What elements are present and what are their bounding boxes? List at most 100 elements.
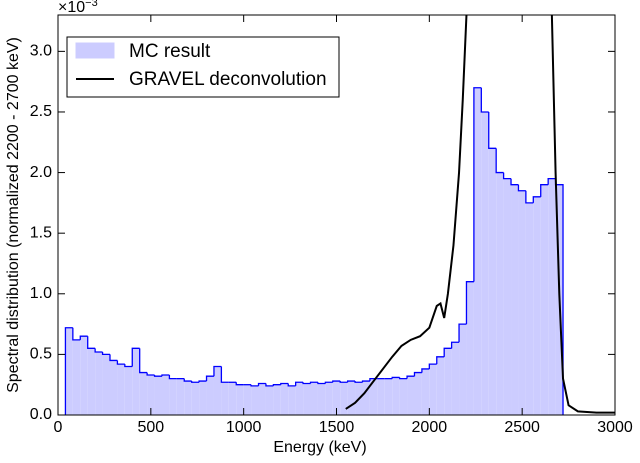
histogram-edge	[480, 87, 489, 113]
histogram-edge	[510, 178, 519, 186]
histogram-edge	[220, 366, 229, 383]
histogram-bar	[540, 184, 549, 415]
histogram-bar	[303, 383, 311, 415]
histogram-edge	[235, 382, 244, 386]
histogram-bar	[80, 336, 88, 415]
histogram-edge	[354, 381, 363, 383]
histogram-bar	[525, 202, 534, 415]
histogram-bar	[317, 383, 326, 415]
histogram-bar	[459, 324, 467, 415]
histogram-edge	[183, 378, 192, 382]
histogram-bar	[176, 378, 185, 415]
histogram-edge	[295, 381, 304, 386]
histogram-edge	[332, 380, 341, 383]
histogram-bar	[429, 364, 437, 415]
histogram-bar	[407, 376, 415, 415]
histogram-bar	[466, 281, 474, 415]
histogram-edge	[391, 376, 400, 379]
histogram-bar	[199, 381, 207, 415]
legend-label: GRAVEL deconvolution	[129, 69, 327, 90]
histogram-edge	[540, 184, 549, 197]
histogram-bar	[169, 378, 177, 415]
histogram-bar	[117, 364, 125, 415]
histogram-bar	[132, 348, 140, 415]
histogram-edge	[191, 381, 200, 383]
histogram-bar	[213, 366, 222, 415]
histogram-bar	[325, 382, 333, 415]
y-tick-label: 1.0	[30, 285, 52, 302]
histogram-edge	[213, 365, 222, 377]
histogram-bar	[206, 376, 214, 415]
legend: MC result GRAVEL deconvolution	[66, 36, 340, 98]
histogram-edge	[413, 371, 422, 377]
histogram-bar	[332, 381, 341, 415]
x-tick-label: 2500	[504, 419, 540, 436]
x-tick-label: 1500	[319, 419, 355, 436]
histogram-bar	[191, 382, 200, 415]
histogram-edge	[198, 380, 207, 383]
legend-patch	[75, 42, 115, 59]
x-axis-label: Energy (keV)	[273, 439, 366, 456]
histogram-bar	[436, 356, 445, 415]
plot-area	[64, 15, 615, 415]
histogram-bar	[295, 382, 304, 415]
histogram-edge	[421, 368, 430, 373]
legend-label: MC result	[129, 41, 211, 62]
histogram-bar	[511, 184, 519, 415]
histogram-edge	[324, 381, 333, 384]
x-tick-label: 1000	[226, 419, 262, 436]
x-tick-label: 500	[137, 419, 164, 436]
y-tick-label: 1.5	[30, 224, 52, 241]
histogram-edge	[547, 177, 556, 185]
histogram-bar	[444, 348, 452, 415]
histogram-edge	[257, 382, 266, 386]
y-tick-label: 0.5	[30, 346, 52, 363]
histogram-bar	[139, 372, 148, 415]
x-tick-label: 0	[54, 419, 63, 436]
histogram-edge	[339, 381, 348, 383]
histogram-bar	[310, 382, 318, 415]
histogram-bar	[369, 378, 378, 415]
histogram-bar	[228, 382, 237, 415]
histogram-edge	[309, 381, 318, 384]
histogram-edge	[287, 383, 296, 387]
histogram-edge	[64, 327, 73, 415]
histogram-bar	[414, 372, 422, 415]
histogram-bar	[362, 381, 370, 415]
histogram-edge	[473, 87, 482, 282]
histogram-bar	[221, 382, 229, 415]
histogram-edge	[94, 348, 103, 353]
histogram-edge	[265, 383, 274, 387]
histogram-edge	[101, 351, 110, 356]
histogram-edge	[139, 348, 148, 374]
histogram-bar	[481, 111, 489, 415]
histogram-bar	[548, 178, 556, 415]
histogram-bar	[124, 366, 133, 415]
histogram-edge	[131, 347, 140, 367]
histogram-edge	[361, 380, 370, 383]
y-multiplier: ×10−3	[58, 0, 98, 16]
histogram-edge	[72, 327, 81, 341]
histogram-edge	[346, 380, 356, 383]
histogram-bar	[161, 375, 170, 415]
histogram-bar	[154, 376, 162, 415]
histogram-bar	[102, 354, 110, 415]
histogram-edge	[109, 354, 118, 362]
line-series	[345, 15, 615, 414]
x-tick-label: 2000	[412, 419, 448, 436]
histogram-bar	[340, 382, 348, 415]
histogram-bar	[236, 384, 244, 415]
histogram-edge	[525, 190, 534, 204]
histogram-bar	[503, 178, 512, 415]
x-tick-label: 3000	[597, 419, 633, 436]
histogram-bar	[347, 381, 356, 415]
histogram-edge	[398, 377, 408, 380]
histogram-bar	[147, 375, 155, 415]
histogram-bar	[87, 348, 96, 415]
histogram-edge	[317, 382, 326, 385]
histogram-bar	[72, 339, 81, 415]
histogram-edge	[488, 111, 497, 149]
histogram-bar	[265, 385, 274, 415]
histogram-bar	[258, 383, 266, 415]
